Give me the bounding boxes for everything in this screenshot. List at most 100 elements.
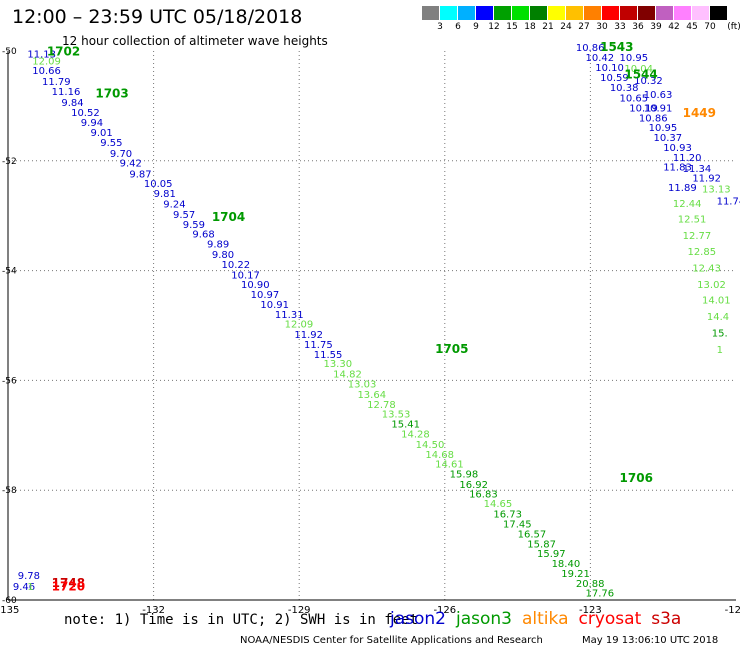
color-scale-tick: 9 [473,22,479,32]
wave-height-value: 10.95 [649,123,678,134]
wave-height-value: 10.42 [586,53,615,64]
wave-height-value: 9.68 [192,230,214,241]
color-scale-tick: 6 [455,22,461,32]
wave-height-value: 10.91 [260,300,289,311]
page-subtitle: 12 hour collection of altimeter wave hei… [62,34,328,48]
wave-height-value: 10.22 [222,260,251,271]
wave-height-value: 11.75 [304,340,333,351]
wave-height-value: 12.09 [285,320,314,331]
color-scale-tick: (ft) [727,22,740,32]
wave-height-value: 9.94 [81,118,103,129]
color-scale-tick: 30 [596,22,608,32]
satellite-legend: jason2 jason3 altika cryosat s3a [390,609,691,629]
wave-height-value: 17.45 [503,520,532,531]
wave-height-value: 14.50 [416,440,445,451]
color-swatch [512,6,529,20]
legend-item: cryosat [578,609,642,629]
wave-height-value: 14.01 [702,296,731,307]
page-title: 12:00 – 23:59 UTC 05/18/2018 [12,6,303,28]
wave-height-value: 9.84 [61,98,83,109]
color-scale-tick: 3 [437,22,443,32]
color-swatch [422,6,439,20]
color-swatch [566,6,583,20]
wave-height-value: 10.97 [251,290,280,301]
wave-height-value: 10.59 [600,73,629,84]
color-swatch [638,6,655,20]
legend-item: s3a [651,609,682,629]
wave-height-value: 9.87 [129,169,151,180]
wave-height-value: 9.46 [13,582,35,593]
wave-height-value: 11.92 [692,174,721,185]
wave-height-value: 10.66 [32,66,61,77]
wave-height-value: 12.78 [367,400,396,411]
wave-height-value: 14.4 [707,312,729,323]
color-scale-tick: 15 [506,22,518,32]
color-swatch [584,6,601,20]
wave-height-value: 13.30 [323,359,352,370]
credit-line: NOAA/NESDIS Center for Satellite Applica… [240,635,543,646]
wave-height-value: 16.92 [459,480,488,491]
color-swatch [530,6,547,20]
longitude-label: -120 [725,605,740,616]
wave-height-value: 12.43 [692,264,721,275]
color-swatch [602,6,619,20]
legend-item: altika [522,609,569,629]
color-scale-tick: 33 [614,22,626,32]
wave-height-value: 12.77 [683,231,712,242]
wave-height-value: 10.38 [610,83,639,94]
wave-height-value: 10.91 [644,103,673,114]
wave-height-value: 11.83 [663,163,692,174]
wave-height-value: 11.55 [314,350,343,361]
wave-height-value: 10.93 [663,143,692,154]
wave-height-value: 15.97 [537,549,566,560]
wave-height-value: 13.13 [702,185,731,196]
wave-height-value: 9.55 [100,138,122,149]
wave-height-value: 11.79 [42,77,71,88]
wave-height-value: 14.65 [484,499,513,510]
longitude-label: -126 [433,605,456,616]
wave-height-value: 9.42 [120,158,142,169]
color-swatch [710,6,727,20]
wave-height-value: 14.28 [401,429,430,440]
pass-time-label: 1449 [683,106,716,120]
wave-height-value: 12.51 [678,214,707,225]
wave-height-value: 11.74 [717,197,740,208]
wave-height-value: 12.44 [673,199,702,210]
pass-time-label: 1543 [600,40,633,54]
color-scale-ticks: 3 6 9 12 15 18 21 24 27 30 33 36 39 42 45 70 (ft) [422,22,740,34]
wave-height-value: 15.87 [527,539,556,550]
wave-height-value: 9.89 [207,240,229,251]
color-scale-tick: 21 [542,22,554,32]
color-swatch [692,6,709,20]
wave-height-value: 16.83 [469,489,498,500]
wave-height-value: 9.81 [154,189,176,200]
wave-height-value: 13.03 [348,380,377,391]
wave-height-value: 9.78 [18,571,40,582]
wave-height-value: 11.92 [294,330,323,341]
pass-time-label: 1705 [435,342,468,356]
wave-height-value: 10.04 [624,64,653,75]
wave-height-value: 10.90 [241,280,270,291]
color-scale-tick: 24 [560,22,572,32]
pass-time-label: 1702 [47,44,80,58]
color-swatch [458,6,475,20]
longitude-label: -132 [142,605,165,616]
wave-height-value: 13.53 [382,410,411,421]
generated-timestamp: May 19 13:06:10 UTC 2018 [582,635,719,646]
wave-height-value: 19.21 [561,569,590,580]
wave-height-value: 15. [712,328,728,339]
latitude-label: -52 [2,157,17,167]
pass-time-label: 1720 [52,580,85,594]
wave-height-value: 14.82 [333,370,362,381]
color-scale-tick: 27 [578,22,590,32]
color-scale-tick: 70 [704,22,716,32]
wave-height-value: 10.05 [144,179,173,190]
wave-height-value: 10.17 [231,270,260,281]
legend-item: jason3 [456,609,512,629]
wave-height-value: 13.64 [357,390,386,401]
wave-height-value: 11.31 [275,310,304,321]
wave-height-value: 10.37 [653,133,682,144]
color-scale-tick: 18 [524,22,536,32]
longitude-label: -123 [579,605,602,616]
